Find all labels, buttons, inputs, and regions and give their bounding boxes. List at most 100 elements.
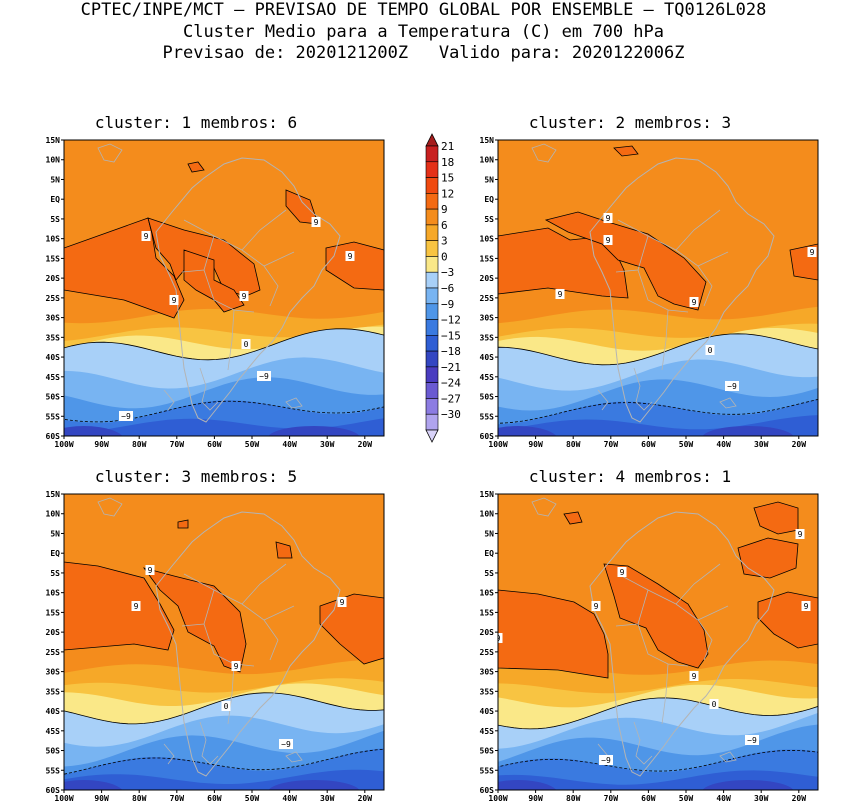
lon-tick-label: 40W bbox=[716, 440, 731, 449]
lon-tick-label: 90W bbox=[94, 440, 109, 449]
lat-tick-label: 10N bbox=[480, 156, 495, 165]
colorbar-label: 6 bbox=[441, 219, 448, 232]
lat-tick-label: 35S bbox=[480, 333, 495, 342]
colorbar-segment bbox=[425, 224, 439, 241]
contour-label-0: 0 bbox=[712, 700, 717, 709]
lat-tick-label: 55S bbox=[46, 412, 61, 421]
lat-tick-label: 15S bbox=[480, 608, 495, 617]
colorbar-segment bbox=[425, 366, 439, 383]
lon-tick-label: 30W bbox=[754, 440, 769, 449]
colorbar-label: −9 bbox=[441, 298, 454, 311]
figure-title-line-2: Cluster Medio para a Temperatura (C) em … bbox=[182, 22, 665, 42]
warm-contour-region bbox=[498, 589, 609, 679]
colorbar-segment bbox=[425, 145, 439, 163]
contour-label-9: 9 bbox=[144, 232, 149, 241]
lat-tick-label: 5N bbox=[50, 529, 60, 538]
contour-label-9-box bbox=[801, 601, 811, 611]
lat-tick-label: 10N bbox=[480, 510, 495, 519]
lon-tick-label: 70W bbox=[170, 794, 185, 803]
lat-tick-label: 15N bbox=[46, 136, 61, 145]
lon-tick-label: 30W bbox=[320, 794, 335, 803]
lat-tick-label: 5S bbox=[50, 569, 60, 578]
colorbar-segment bbox=[425, 303, 439, 320]
cold-core bbox=[498, 780, 557, 790]
lat-tick-label: 5N bbox=[484, 175, 494, 184]
contour-label-9-box bbox=[231, 661, 241, 671]
contour-label-0-box bbox=[221, 701, 231, 711]
contour-label-0: 0 bbox=[708, 346, 713, 355]
lon-tick-label: 40W bbox=[716, 794, 731, 803]
contour-label-9: 9 bbox=[348, 252, 353, 261]
contour-label-9: 9 bbox=[810, 248, 815, 257]
warm-contour-region bbox=[275, 541, 293, 559]
zero-contour bbox=[498, 333, 818, 366]
lat-tick-label: 25S bbox=[46, 648, 61, 657]
colorbar-label: −12 bbox=[441, 314, 461, 327]
lat-tick-label: 30S bbox=[46, 668, 61, 677]
contour-label-9-box bbox=[239, 291, 249, 301]
contour-label-0-box bbox=[241, 339, 251, 349]
contour-label-minus-9: −9 bbox=[121, 412, 131, 421]
lat-tick-label: 15S bbox=[46, 608, 61, 617]
lat-tick-label: 10S bbox=[46, 589, 61, 598]
panel-title: cluster: 4 membros: 1 bbox=[529, 467, 731, 486]
lat-tick-label: 10S bbox=[480, 589, 495, 598]
colorbar-label: −6 bbox=[441, 282, 454, 295]
lon-tick-label: 40W bbox=[282, 794, 297, 803]
contour-label-9-box bbox=[689, 297, 699, 307]
contour-label-9: 9 bbox=[692, 672, 697, 681]
lat-tick-label: 35S bbox=[480, 687, 495, 696]
lat-tick-label: 25S bbox=[480, 294, 495, 303]
cold-core bbox=[268, 426, 360, 436]
lon-tick-label: 40W bbox=[282, 440, 297, 449]
contour-label-9: 9 bbox=[606, 236, 611, 245]
zero-contour bbox=[64, 328, 384, 361]
lon-tick-label: 60W bbox=[641, 440, 656, 449]
lat-tick-label: 60S bbox=[480, 786, 495, 795]
lat-tick-label: 20S bbox=[480, 628, 495, 637]
warm-contour-region bbox=[64, 561, 175, 651]
lat-tick-label: 10S bbox=[480, 235, 495, 244]
lon-tick-label: 70W bbox=[604, 794, 619, 803]
contour-label-9-box bbox=[603, 235, 613, 245]
contour-label-minus-9-box bbox=[725, 381, 739, 391]
contour-label-9-box bbox=[169, 295, 179, 305]
lat-tick-label: EQ bbox=[484, 549, 494, 558]
contour-label-minus-9: −9 bbox=[601, 756, 611, 765]
contour-label-9-box bbox=[498, 633, 503, 643]
lat-tick-label: 50S bbox=[46, 747, 61, 756]
contour-label-9: 9 bbox=[558, 290, 563, 299]
lat-tick-label: 15S bbox=[480, 254, 495, 263]
lon-tick-label: 90W bbox=[528, 794, 543, 803]
contour-label-minus-9-box bbox=[279, 739, 293, 749]
contour-label-9-box bbox=[617, 567, 627, 577]
lat-tick-label: 30S bbox=[480, 668, 495, 677]
minus-9-contour bbox=[64, 748, 384, 775]
contour-label-9: 9 bbox=[620, 568, 625, 577]
contour-label-minus-9: −9 bbox=[259, 372, 269, 381]
colorbar-label: 9 bbox=[441, 203, 448, 216]
contour-label-9-box bbox=[591, 601, 601, 611]
lat-tick-label: 25S bbox=[46, 294, 61, 303]
zero-contour bbox=[64, 692, 384, 725]
lat-tick-label: 25S bbox=[480, 648, 495, 657]
colorbar-segment bbox=[425, 161, 439, 178]
lat-tick-label: 55S bbox=[46, 766, 61, 775]
lat-tick-label: 50S bbox=[480, 393, 495, 402]
minus-9-contour bbox=[64, 400, 384, 423]
warm-contour-region bbox=[737, 537, 799, 579]
contour-label-9-box bbox=[689, 671, 699, 681]
lon-tick-label: 50W bbox=[679, 440, 694, 449]
lat-tick-label: 20S bbox=[480, 274, 495, 283]
colorbar-label: 21 bbox=[441, 140, 454, 153]
colorbar-min-arrow bbox=[425, 429, 439, 443]
colorbar-label: 15 bbox=[441, 172, 454, 185]
warm-contour-region bbox=[498, 227, 629, 299]
lon-tick-label: 80W bbox=[132, 794, 147, 803]
colorbar-segment bbox=[425, 177, 439, 194]
contour-label-9: 9 bbox=[804, 602, 809, 611]
lat-tick-label: 15N bbox=[480, 490, 495, 499]
contour-label-0: 0 bbox=[224, 702, 229, 711]
map-panel-1: cluster: 1 membros: 6 9 9 9 9 9 0 −9 −9 15N 10N 5N E… bbox=[46, 113, 385, 449]
